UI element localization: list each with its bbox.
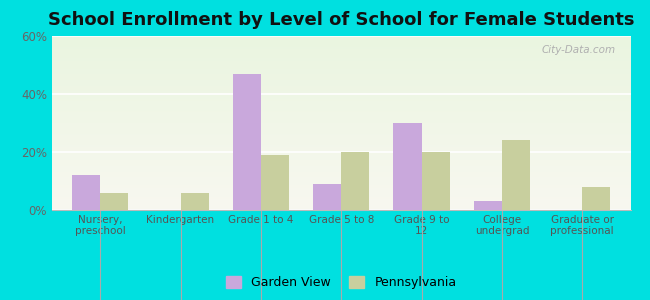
Bar — [72, 175, 100, 210]
Bar — [233, 74, 261, 210]
Bar — [393, 123, 422, 210]
Text: City-Data.com: City-Data.com — [542, 45, 616, 55]
Bar — [261, 155, 289, 210]
Bar — [422, 152, 450, 210]
Bar — [474, 201, 502, 210]
Bar — [100, 193, 128, 210]
Bar — [341, 152, 369, 210]
Bar — [582, 187, 610, 210]
Bar — [181, 193, 209, 210]
Legend: Garden View, Pennsylvania: Garden View, Pennsylvania — [221, 271, 462, 294]
Title: School Enrollment by Level of School for Female Students: School Enrollment by Level of School for… — [48, 11, 634, 29]
Bar — [313, 184, 341, 210]
Bar — [502, 140, 530, 210]
